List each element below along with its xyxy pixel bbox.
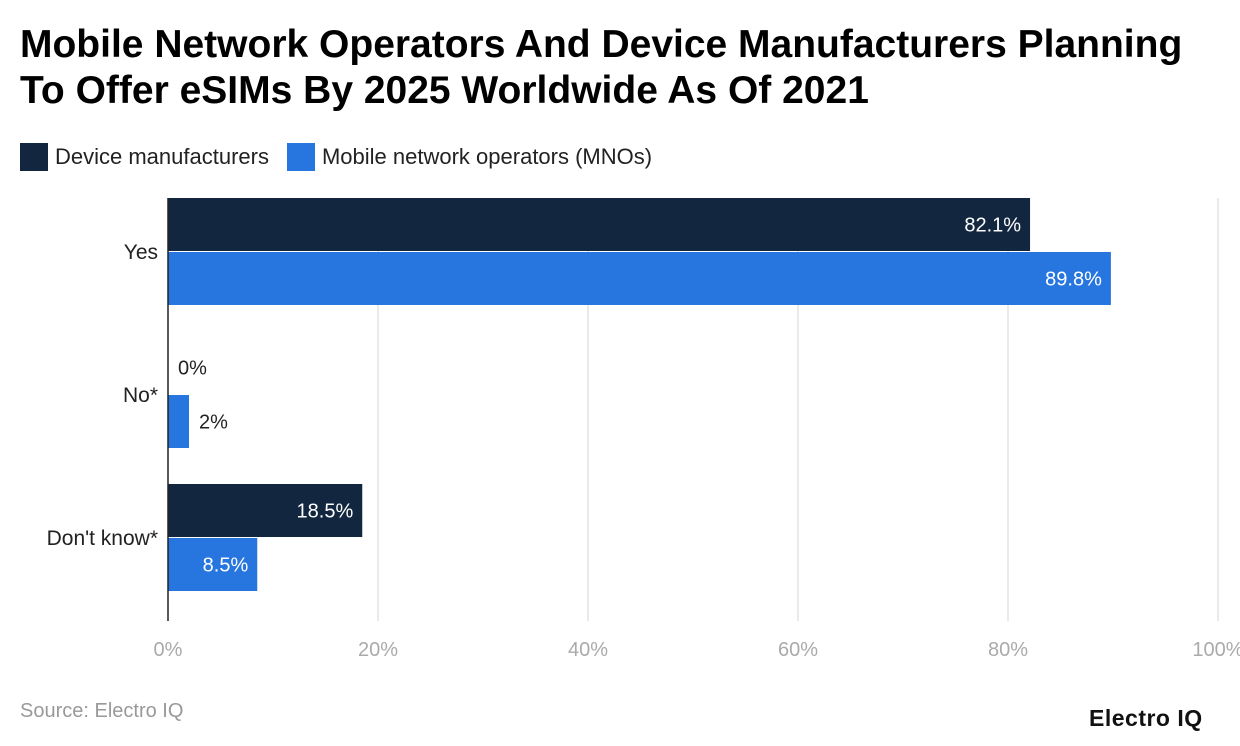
bar (168, 395, 189, 448)
category-label: Don't know* (47, 527, 158, 550)
x-tick-label: 20% (358, 639, 398, 661)
source-note: Source: Electro IQ (20, 700, 184, 722)
data-label: 2% (199, 412, 228, 434)
chart-title: Mobile Network Operators And Device Manu… (20, 23, 1183, 112)
electro-iq-logo: Electro IQ (1089, 705, 1203, 731)
x-tick-label: 80% (988, 639, 1028, 661)
bar (168, 198, 1031, 251)
bar (168, 484, 363, 537)
category-label: No* (123, 384, 158, 407)
legend-swatch (286, 143, 315, 171)
data-label: 0% (178, 358, 207, 380)
bar (168, 252, 1111, 305)
x-tick-label: 60% (778, 639, 818, 661)
legend-label: Mobile network operators (MNOs) (321, 144, 653, 169)
data-label: 18.5% (297, 501, 354, 523)
x-tick-label: 40% (568, 639, 608, 661)
x-tick-label: 0% (154, 639, 183, 661)
legend: Device manufacturers Mobile network oper… (20, 143, 670, 171)
bar (168, 538, 258, 591)
data-label: 89.8% (1045, 269, 1102, 291)
data-label: 8.5% (203, 555, 249, 577)
legend-label: Device manufacturers (55, 144, 269, 169)
x-tick-label: 100% (1192, 639, 1240, 661)
legend-item-mnos: Mobile network operators (MNOs) (286, 143, 653, 171)
legend-swatch (20, 143, 48, 171)
category-label: Yes (124, 241, 158, 264)
legend-item-device-manufacturers: Device manufacturers (20, 143, 269, 171)
data-label: 82.1% (964, 215, 1021, 237)
